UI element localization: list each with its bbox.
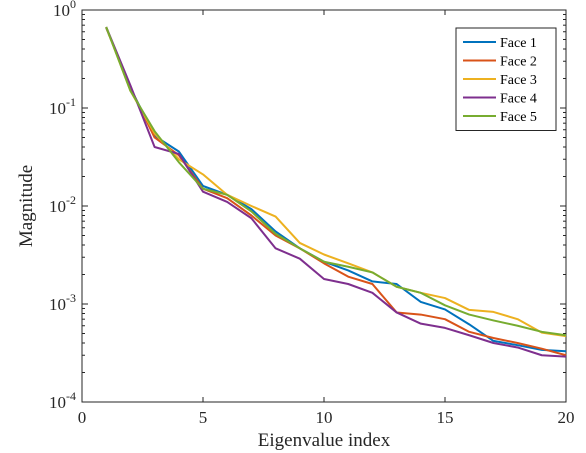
x-axis-label: Eigenvalue index <box>258 430 391 451</box>
x-axis-ticks: 0 5 10 15 20 <box>78 10 575 427</box>
y-tick-label: 10-3 <box>49 291 76 314</box>
legend-label: Face 2 <box>500 55 537 70</box>
legend-label: Face 4 <box>500 92 537 107</box>
x-tick-label: 15 <box>437 408 454 427</box>
y-axis-label: Magnitude <box>16 165 37 247</box>
legend-label: Face 5 <box>500 110 537 125</box>
x-tick-label: 10 <box>316 408 333 427</box>
x-tick-label: 5 <box>199 408 208 427</box>
y-tick-label: 10-1 <box>49 95 76 118</box>
series-line-face-5 <box>105 26 567 337</box>
legend-label: Face 1 <box>500 36 537 51</box>
x-tick-label: 0 <box>78 408 87 427</box>
legend: Face 1 Face 2 Face 3 Face 4 Face 5 <box>455 27 557 131</box>
y-tick-label: 100 <box>53 0 76 20</box>
series-line-face-4 <box>105 26 567 358</box>
y-tick-label: 10-2 <box>49 193 76 216</box>
legend-label: Face 3 <box>500 73 537 88</box>
y-axis-ticks: 10-4 10-3 10-2 10-1 100 <box>49 0 566 412</box>
y-tick-label: 10-4 <box>49 389 76 412</box>
x-tick-label: 20 <box>558 408 575 427</box>
series-line-face-1 <box>105 27 567 353</box>
series-lines <box>105 26 567 358</box>
